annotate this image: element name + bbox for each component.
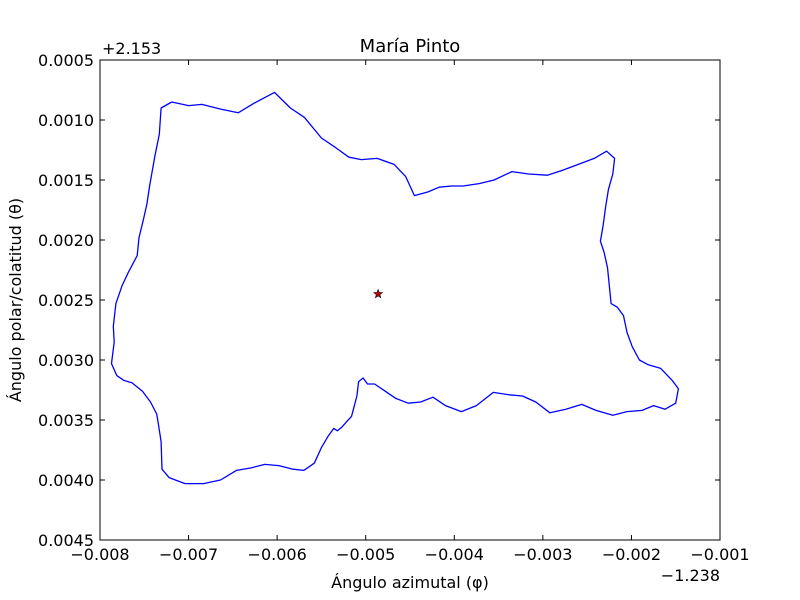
y-tick-label: 0.0030: [38, 351, 94, 370]
y-axis-ticks: 0.0005 0.0010 0.0015 0.0020 0.0025 0.0030 0.00…: [38, 51, 720, 550]
y-tick-label: 0.0025: [38, 291, 94, 310]
y-tick-label: 0.0010: [38, 111, 94, 130]
x-axis-title: Ángulo azimutal (φ): [331, 573, 489, 592]
y-tick-label: 0.0045: [38, 531, 94, 550]
y-tick-label: 0.0040: [38, 471, 94, 490]
y-tick-label: 0.0020: [38, 231, 94, 250]
y-tick-label: 0.0015: [38, 171, 94, 190]
x-tick-label: −0.007: [159, 545, 218, 564]
star-marker: [373, 288, 384, 299]
x-axis-ticks: −0.008 −0.007 −0.006 −0.005 −0.004 −0.003 −0.0…: [70, 60, 750, 564]
y-tick-label: 0.0005: [38, 51, 94, 70]
x-tick-label: −0.002: [602, 545, 661, 564]
y-offset-label: +2.153: [102, 39, 161, 58]
x-tick-label: −0.001: [690, 545, 749, 564]
x-tick-label: −0.006: [248, 545, 307, 564]
boundary-line: [110, 91, 680, 485]
x-offset-label: −1.238: [661, 566, 720, 585]
plot-content: [110, 91, 680, 485]
y-axis-title: Ángulo polar/colatitud (θ): [6, 198, 25, 402]
x-tick-label: −0.005: [336, 545, 395, 564]
x-tick-label: −0.004: [425, 545, 484, 564]
x-tick-label: −0.003: [513, 545, 572, 564]
chart-title: María Pinto: [360, 36, 461, 57]
y-tick-label: 0.0035: [38, 411, 94, 430]
x-tick-label: −0.008: [70, 545, 129, 564]
